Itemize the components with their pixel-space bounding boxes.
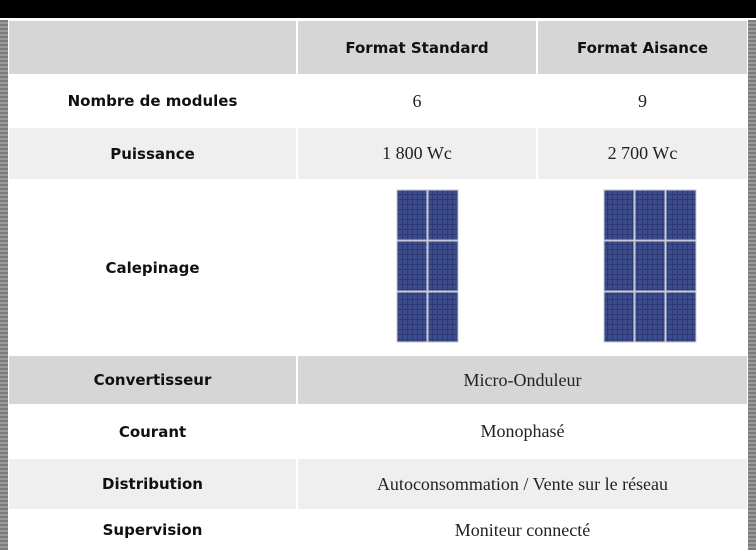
solar-module: [604, 292, 634, 342]
page: Format StandardFormat AisanceNombre de m…: [0, 0, 756, 550]
solar-module: [397, 292, 427, 342]
solar-module: [428, 241, 458, 291]
solar-module: [604, 241, 634, 291]
solar-module: [666, 292, 696, 342]
solar-module: [635, 241, 665, 291]
solar-module: [428, 292, 458, 342]
solar-module: [428, 190, 458, 240]
solar-module: [397, 190, 427, 240]
title-bar: [0, 0, 756, 20]
solar-module: [666, 190, 696, 240]
right-border: [748, 20, 756, 550]
solar-module: [635, 190, 665, 240]
panel-layer: [8, 20, 748, 550]
solar-module: [604, 190, 634, 240]
solar-module: [635, 292, 665, 342]
solar-module: [397, 241, 427, 291]
left-border: [0, 20, 8, 550]
solar-module: [666, 241, 696, 291]
